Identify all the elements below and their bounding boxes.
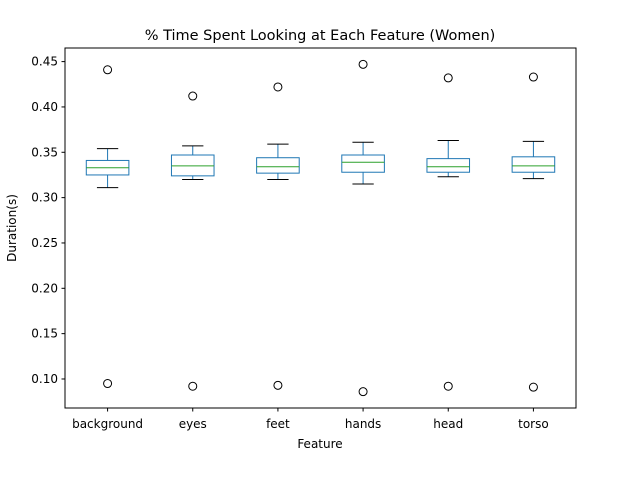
chart-title: % Time Spent Looking at Each Feature (Wo… [145, 28, 496, 44]
box-hands [341, 59, 385, 397]
y-tick-label: 0.30 [31, 191, 58, 205]
outlier-point [443, 381, 453, 391]
outlier-point [188, 91, 198, 101]
iqr-box [256, 157, 300, 174]
x-tick-label: eyes [179, 417, 207, 431]
y-tick-label: 0.20 [31, 281, 58, 295]
outlier-point [358, 59, 368, 69]
box-feet [256, 82, 300, 390]
x-tick-label: hands [345, 417, 381, 431]
outlier-point [273, 82, 283, 92]
outlier-point [103, 65, 113, 75]
box-eyes [170, 91, 215, 391]
outlier-point [103, 379, 113, 389]
y-tick-label: 0.40 [31, 100, 58, 114]
box-background [85, 65, 130, 389]
outlier-point [358, 387, 368, 397]
iqr-box [426, 158, 471, 173]
outlier-point [528, 72, 538, 82]
x-tick-label: torso [518, 417, 549, 431]
plot-frame [64, 47, 577, 409]
y-tick-label: 0.45 [31, 55, 58, 69]
outlier-point [443, 73, 453, 83]
outlier-point [528, 382, 538, 392]
box-torso [511, 72, 556, 392]
x-tick-label: head [433, 417, 463, 431]
plot-area [85, 59, 556, 397]
outlier-point [188, 381, 198, 391]
x-tick-label: feet [266, 417, 290, 431]
y-tick-label: 0.10 [31, 372, 58, 386]
y-tick-label: 0.35 [31, 145, 58, 159]
outlier-point [273, 380, 283, 390]
x-axis: background eyes feet hands head torso [72, 408, 549, 431]
iqr-box [511, 156, 556, 173]
iqr-box [341, 154, 385, 173]
y-axis-label: Duration(s) [5, 194, 19, 262]
y-axis: 0.10 0.15 0.20 0.25 0.30 0.35 0.40 0.45 [31, 55, 65, 386]
x-axis-label: Feature [297, 437, 342, 451]
y-tick-label: 0.15 [31, 327, 58, 341]
y-tick-label: 0.25 [31, 236, 58, 250]
box-head [426, 73, 471, 391]
x-tick-label: background [72, 417, 143, 431]
